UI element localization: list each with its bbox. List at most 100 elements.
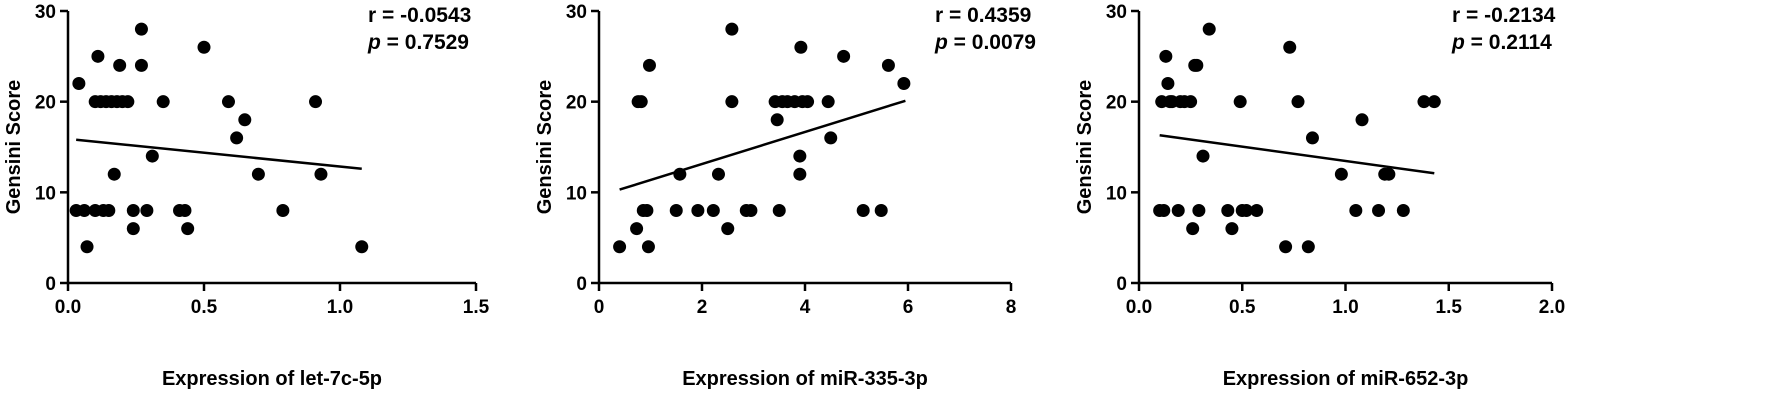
data-point — [1291, 95, 1305, 109]
p-symbol: p — [1451, 31, 1465, 54]
data-point — [1250, 203, 1264, 217]
p-value-label: p = 0.7529 — [367, 31, 469, 54]
data-point — [1186, 222, 1200, 236]
data-point — [725, 22, 739, 36]
data-point — [721, 222, 735, 236]
data-point — [1427, 95, 1441, 109]
data-point — [856, 203, 870, 217]
data-point — [145, 149, 159, 163]
data-point — [641, 240, 655, 254]
data-point — [874, 203, 888, 217]
data-point — [121, 95, 135, 109]
y-tick-label: 30 — [35, 2, 56, 23]
data-point — [770, 113, 784, 127]
data-point — [276, 203, 290, 217]
panel-3: 0 10 20 30 0.0 0.5 1.0 1.5 2.0 Expression of miR-… — [1074, 2, 1565, 390]
data-point — [613, 240, 627, 254]
y-axis-label: Gensini Score — [534, 80, 556, 215]
y-tick-label: 20 — [35, 93, 56, 114]
x-tick-label: 4 — [800, 297, 811, 318]
data-point — [1355, 113, 1369, 127]
data-point — [1221, 203, 1235, 217]
y-tick-label: 20 — [1106, 93, 1127, 114]
data-point — [238, 113, 252, 127]
y-tick-label: 30 — [566, 2, 587, 23]
data-point — [77, 203, 91, 217]
panel-2: 0 10 20 30 0 2 4 6 8 Expression of miR-335-3p Gens… — [534, 2, 1036, 390]
data-point — [156, 95, 170, 109]
data-point — [669, 203, 683, 217]
p-symbol: p — [367, 31, 381, 54]
data-point — [706, 203, 720, 217]
data-point — [102, 203, 116, 217]
data-point — [230, 131, 244, 145]
data-point — [1161, 77, 1175, 91]
data-point — [640, 203, 654, 217]
y-tick-label: 20 — [566, 93, 587, 114]
data-point — [801, 95, 815, 109]
data-point — [1196, 149, 1210, 163]
data-point — [1417, 95, 1431, 109]
y-tick-label: 10 — [1106, 183, 1127, 204]
y-tick-label: 30 — [1106, 2, 1127, 23]
x-tick-label: 0.5 — [1229, 297, 1256, 318]
data-point — [1334, 167, 1348, 181]
data-point — [1279, 240, 1293, 254]
x-tick-label: 0.5 — [191, 297, 218, 318]
data-point — [80, 240, 94, 254]
data-point — [793, 149, 807, 163]
data-point — [178, 203, 192, 217]
data-point — [881, 58, 895, 72]
data-point — [309, 95, 323, 109]
data-point — [1283, 40, 1297, 54]
data-point — [1225, 222, 1239, 236]
data-point — [1192, 203, 1206, 217]
y-tick-label: 0 — [576, 274, 587, 295]
x-tick-label: 1.5 — [463, 297, 490, 318]
p-symbol: p — [934, 31, 948, 54]
data-point — [1157, 203, 1171, 217]
data-point — [126, 222, 140, 236]
p-value-text: = 0.0079 — [948, 31, 1036, 54]
x-tick-label: 2.0 — [1539, 297, 1565, 318]
r-value-label: r = -0.0543 — [368, 4, 471, 27]
data-point — [1349, 203, 1363, 217]
x-tick-label: 1.0 — [327, 297, 353, 318]
data-point — [837, 49, 851, 63]
data-point — [794, 40, 808, 54]
data-point — [1372, 203, 1386, 217]
data-point — [691, 203, 705, 217]
data-point — [824, 131, 838, 145]
y-tick-label: 0 — [45, 274, 56, 295]
data-point — [1239, 203, 1253, 217]
x-tick-label: 2 — [697, 297, 708, 318]
data-point — [197, 40, 211, 54]
data-point — [772, 203, 786, 217]
data-point — [1202, 22, 1216, 36]
data-point — [725, 95, 739, 109]
y-axis-label: Gensini Score — [1074, 80, 1096, 215]
data-point — [1233, 95, 1247, 109]
regression-line — [619, 99, 906, 191]
x-tick-label: 0 — [594, 297, 605, 318]
x-tick-label: 1.0 — [1332, 297, 1358, 318]
x-axis-label: Expression of miR-652-3p — [1223, 368, 1469, 390]
data-point — [221, 95, 235, 109]
data-point — [630, 222, 644, 236]
data-point — [1159, 49, 1173, 63]
data-point — [1301, 240, 1315, 254]
data-point — [314, 167, 328, 181]
data-point — [355, 240, 369, 254]
p-value-label: p = 0.0079 — [934, 31, 1036, 54]
data-point — [642, 58, 656, 72]
panel-1: 0 10 20 30 0.0 0.5 1.0 1.5 Expression of let-7c-… — [3, 2, 490, 390]
data-point — [1382, 167, 1396, 181]
regression-line — [76, 138, 362, 171]
data-point — [251, 167, 265, 181]
y-tick-label: 10 — [35, 183, 56, 204]
x-tick-label: 6 — [903, 297, 914, 318]
data-point — [793, 167, 807, 181]
data-point — [744, 203, 758, 217]
